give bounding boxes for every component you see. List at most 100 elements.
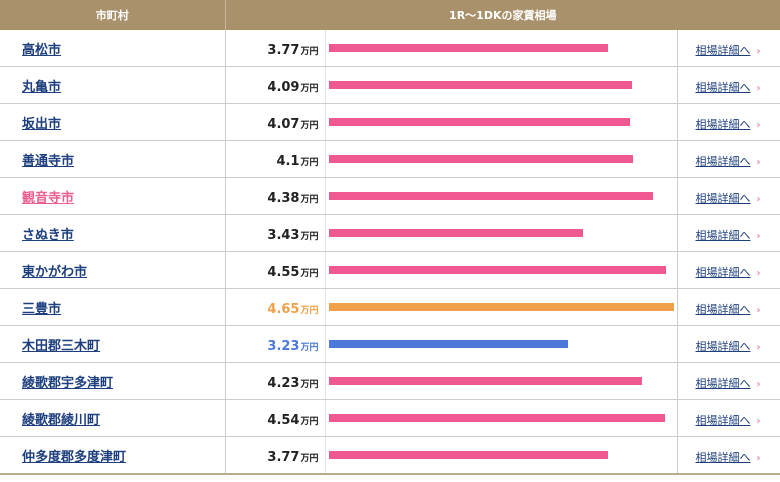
detail-link[interactable]: 相場詳細へ [695, 154, 751, 168]
city-link[interactable]: 坂出市 [22, 116, 62, 132]
rent-bar-track [328, 81, 674, 89]
city-cell: 高松市 [0, 30, 226, 67]
city-link[interactable]: 綾歌郡綾川町 [22, 412, 101, 428]
rent-unit: 万円 [300, 379, 319, 390]
detail-cell: 相場詳細へ › [677, 66, 780, 104]
city-cell: 坂出市 [0, 103, 226, 141]
rent-bar-cell [325, 30, 678, 67]
detail-link[interactable]: 相場詳細へ [695, 117, 751, 131]
rent-value: 3.77 [267, 42, 300, 58]
chevron-right-icon: › [756, 304, 761, 316]
city-link[interactable]: 木田郡三木町 [22, 338, 101, 354]
chevron-right-icon: › [756, 230, 761, 242]
rent-bar-track [328, 340, 674, 348]
table-row: さぬき市 3.43万円 相場詳細へ › [0, 214, 780, 252]
rent-bar-track [328, 377, 674, 385]
detail-link[interactable]: 相場詳細へ [695, 80, 751, 94]
detail-link[interactable]: 相場詳細へ [695, 43, 751, 57]
rent-bar-cell [325, 251, 678, 289]
chevron-right-icon: › [756, 267, 761, 279]
rent-bar [328, 266, 667, 274]
rent-bar [328, 44, 609, 52]
detail-link[interactable]: 相場詳細へ [695, 265, 751, 279]
city-link[interactable]: 丸亀市 [22, 79, 62, 95]
table-row: 坂出市 4.07万円 相場詳細へ › [0, 103, 780, 141]
chevron-right-icon: › [756, 82, 761, 94]
rent-value-cell: 3.43万円 [225, 214, 326, 252]
rent-bar-cell [325, 103, 678, 141]
rent-bar-track [328, 451, 674, 459]
rent-value: 4.55 [267, 264, 300, 280]
city-link[interactable]: 三豊市 [22, 301, 62, 317]
detail-cell: 相場詳細へ › [677, 140, 780, 178]
rent-bar [328, 192, 654, 200]
header-rent: 1R〜1DKの家賃相場 [225, 0, 780, 30]
chevron-right-icon: › [756, 156, 761, 168]
detail-link[interactable]: 相場詳細へ [695, 228, 751, 242]
city-link[interactable]: 東かがわ市 [22, 264, 88, 280]
chevron-right-icon: › [756, 193, 761, 205]
city-link[interactable]: さぬき市 [22, 227, 74, 243]
chevron-right-icon: › [756, 452, 761, 464]
rent-unit: 万円 [300, 268, 319, 279]
city-link[interactable]: 観音寺市 [22, 190, 75, 206]
detail-cell: 相場詳細へ › [677, 325, 780, 363]
rent-bar [328, 451, 609, 459]
rent-bar-track [328, 303, 674, 311]
rent-bar-track [328, 155, 674, 163]
rent-bar-cell [325, 399, 678, 437]
rent-unit: 万円 [300, 83, 319, 94]
city-link[interactable]: 善通寺市 [22, 153, 75, 169]
rent-bar-cell [325, 66, 678, 104]
rent-bar-track [328, 414, 674, 422]
rent-unit: 万円 [300, 194, 319, 205]
detail-link[interactable]: 相場詳細へ [695, 302, 751, 316]
detail-cell: 相場詳細へ › [677, 214, 780, 252]
rent-bar-cell [325, 362, 678, 400]
city-link[interactable]: 高松市 [22, 42, 62, 58]
detail-cell: 相場詳細へ › [677, 436, 780, 475]
rent-unit: 万円 [300, 46, 319, 57]
rent-value-cell: 3.23万円 [225, 325, 326, 363]
city-cell: 木田郡三木町 [0, 325, 226, 363]
table-row: 観音寺市 4.38万円 相場詳細へ › [0, 177, 780, 215]
rent-bar-cell [325, 140, 678, 178]
detail-link[interactable]: 相場詳細へ [695, 450, 751, 464]
table-row: 善通寺市 4.1万円 相場詳細へ › [0, 140, 780, 178]
detail-link[interactable]: 相場詳細へ [695, 191, 751, 205]
detail-link[interactable]: 相場詳細へ [695, 339, 751, 353]
rent-bar [328, 303, 674, 311]
detail-cell: 相場詳細へ › [677, 399, 780, 437]
rent-value: 4.54 [267, 412, 300, 428]
rent-value-cell: 4.54万円 [225, 399, 326, 437]
city-link[interactable]: 仲多度郡多度津町 [22, 449, 127, 465]
table-row: 綾歌郡綾川町 4.54万円 相場詳細へ › [0, 399, 780, 437]
city-link[interactable]: 綾歌郡宇多津町 [22, 375, 114, 391]
rent-value-cell: 3.77万円 [225, 30, 326, 67]
rent-bar [328, 229, 583, 237]
rent-value-cell: 4.65万円 [225, 288, 326, 326]
rent-bar-cell [325, 177, 678, 215]
rent-value: 4.65 [267, 301, 300, 317]
detail-cell: 相場詳細へ › [677, 30, 780, 67]
city-cell: さぬき市 [0, 214, 226, 252]
city-cell: 丸亀市 [0, 66, 226, 104]
detail-link[interactable]: 相場詳細へ [695, 376, 751, 390]
chevron-right-icon: › [756, 45, 761, 57]
detail-link[interactable]: 相場詳細へ [695, 413, 751, 427]
table-row: 高松市 3.77万円 相場詳細へ › [0, 30, 780, 67]
rent-bar-track [328, 44, 674, 52]
detail-cell: 相場詳細へ › [677, 103, 780, 141]
table-row: 丸亀市 4.09万円 相場詳細へ › [0, 66, 780, 104]
city-cell: 綾歌郡宇多津町 [0, 362, 226, 400]
rent-unit: 万円 [300, 416, 319, 427]
rent-bar-cell [325, 214, 678, 252]
city-cell: 三豊市 [0, 288, 226, 326]
rent-unit: 万円 [300, 120, 319, 131]
rent-value-cell: 4.1万円 [225, 140, 326, 178]
rent-bar-track [328, 229, 674, 237]
rent-value: 3.23 [267, 338, 300, 354]
chevron-right-icon: › [756, 119, 761, 131]
rent-value: 4.38 [267, 190, 300, 206]
